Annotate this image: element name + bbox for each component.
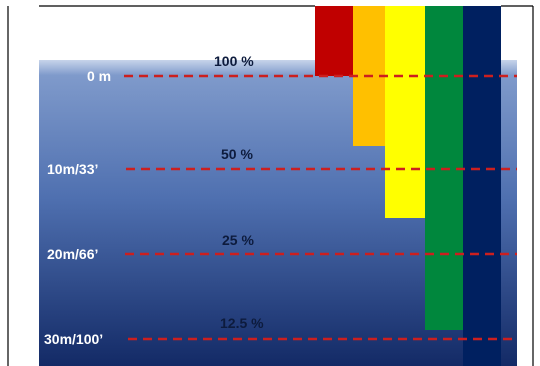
frame: [7, 5, 534, 366]
depth-label-0m: 0 m: [87, 68, 111, 84]
percent-label-30m: 12.5 %: [220, 315, 264, 331]
percent-label-0m: 100 %: [214, 53, 254, 69]
band-yellow: [385, 6, 425, 218]
depth-label-20m: 20m/66’: [47, 246, 98, 262]
depth-lines: [124, 74, 517, 341]
percent-label-10m: 50 %: [221, 146, 253, 162]
depth-label-30m: 30m/100’: [44, 331, 103, 347]
band-blue: [463, 6, 501, 366]
percent-label-20m: 25 %: [222, 232, 254, 248]
band-red: [315, 6, 353, 76]
depth-label-10m: 10m/33’: [47, 161, 98, 177]
